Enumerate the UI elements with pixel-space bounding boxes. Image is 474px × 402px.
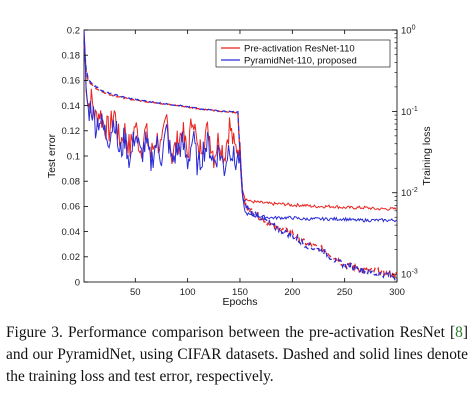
caption-prefix: Figure 3. Performance comparison between… — [6, 324, 456, 341]
caption-suffix: ] and our PyramidNet, using CIFAR datase… — [6, 324, 468, 385]
x-tick-label: 200 — [284, 287, 300, 298]
y-left-tick-label: 0.12 — [62, 126, 81, 137]
y-left-tick-label: 0 — [75, 277, 80, 288]
y-left-tick-label: 0.06 — [62, 202, 81, 213]
legend-label-pyramidnet: PyramidNet-110, proposed — [244, 56, 357, 67]
x-axis-label: Epochs — [222, 296, 257, 308]
citation-link[interactable]: 8 — [455, 324, 463, 341]
x-tick-label: 100 — [180, 287, 196, 298]
x-tick-label: 150 — [232, 287, 248, 298]
figure-caption: Figure 3. Performance comparison between… — [6, 322, 468, 388]
x-tick-label: 50 — [130, 287, 141, 298]
y-left-tick-label: 0.08 — [62, 177, 81, 188]
x-tick-label: 250 — [337, 287, 353, 298]
y-left-tick-label: 0.16 — [62, 76, 81, 87]
y-axis-label-right: Training loss — [421, 126, 433, 185]
y-axis-label-left: Test error — [46, 133, 58, 178]
test-error-line-pyramidnet — [83, 29, 398, 223]
y-left-tick-label: 0.02 — [62, 252, 81, 263]
y-right-tick-label: 10-2 — [401, 187, 418, 199]
legend-label-resnet: Pre-activation ResNet-110 — [244, 44, 355, 55]
y-right-tick-label: 100 — [401, 25, 416, 37]
y-right-tick-label: 10-3 — [401, 269, 418, 281]
y-left-tick-label: 0.04 — [62, 227, 81, 238]
training-loss-line-pyramidnet — [83, 40, 397, 281]
y-left-tick-label: 0.1 — [67, 151, 80, 162]
x-tick-label: 300 — [389, 287, 405, 298]
legend: Pre-activation ResNet-110 PyramidNet-110… — [215, 39, 391, 68]
y-left-tick-label: 0.18 — [62, 51, 81, 62]
legend-box — [215, 39, 391, 68]
chart: 50 100 150 200 250 300 0 0.02 0.04 0.06 0.08 0.1 0.1… — [46, 25, 433, 309]
y-left-tick-label: 0.14 — [62, 101, 81, 112]
y-right-tick-label: 10-1 — [401, 106, 418, 118]
y-left-tick-label: 0.2 — [67, 25, 80, 36]
